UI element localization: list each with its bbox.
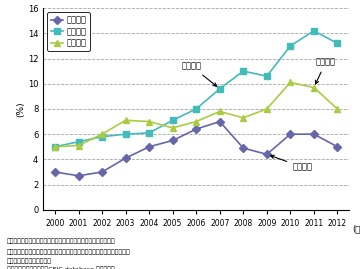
Legend: 国有企業, 民営企業, 外資企業: 国有企業, 民営企業, 外資企業: [48, 12, 90, 51]
Text: 国有企業: 国有企業: [271, 155, 312, 171]
Text: して計算した。: して計算した。: [7, 259, 52, 264]
Text: (年): (年): [353, 224, 360, 233]
Text: ２．総資産利益率は、国有・民営・外資企業の利潤総額／総資産と: ２．総資産利益率は、国有・民営・外資企業の利潤総額／総資産と: [7, 250, 131, 255]
Text: 民営企業: 民営企業: [181, 62, 217, 86]
Text: 外資企業: 外資企業: [315, 58, 336, 84]
Text: 備考：１．鉱工業は、鉱業、製造業、電気・ガス・水道を含む。: 備考：１．鉱工業は、鉱業、製造業、電気・ガス・水道を含む。: [7, 238, 116, 244]
Text: 資料：中国国家統計局、CEIC database から作成。: 資料：中国国家統計局、CEIC database から作成。: [7, 267, 115, 269]
Y-axis label: (%): (%): [16, 101, 25, 117]
